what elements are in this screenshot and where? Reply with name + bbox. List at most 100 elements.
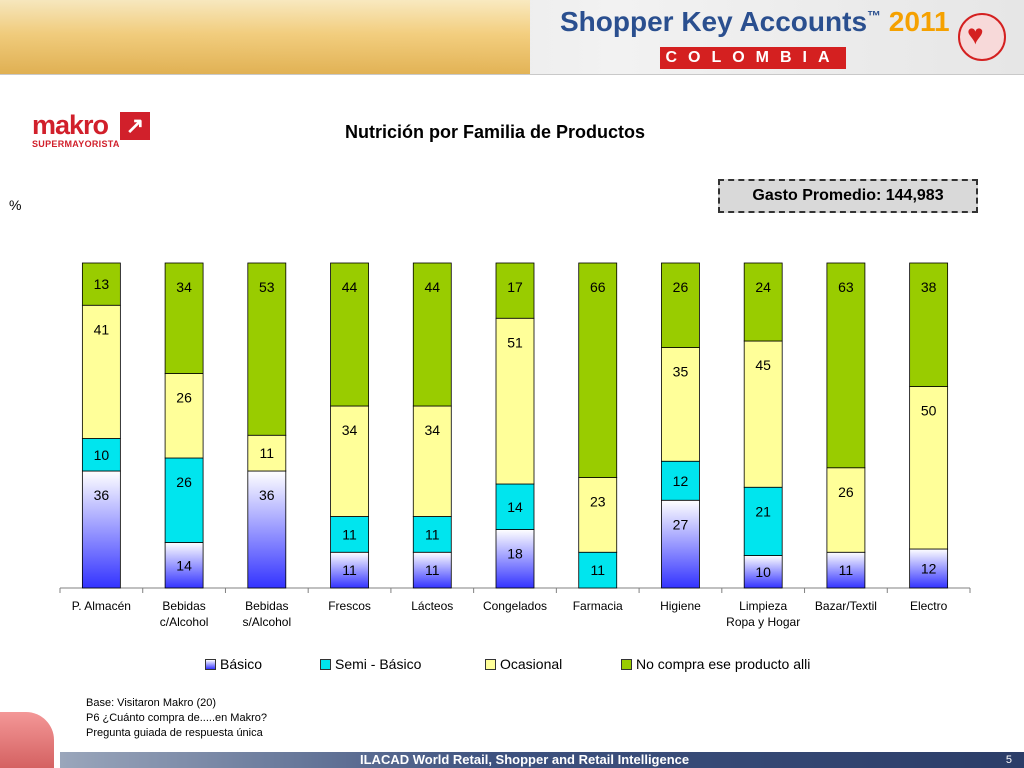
x-tick-label: Lácteos	[411, 599, 453, 613]
bar-segment-basico	[330, 551, 369, 589]
data-label-semi-basico: 12	[673, 473, 689, 489]
legend-item-ocasional: Ocasional	[485, 656, 562, 672]
data-label-semi-basico: 11	[342, 526, 357, 542]
data-label-ocasional: 23	[590, 494, 606, 510]
data-label-ocasional: 50	[921, 403, 937, 419]
bar-segment-semi-basico	[330, 516, 369, 553]
data-label-basico: 10	[755, 564, 771, 580]
footnote-base: Base: Visitaron Makro (20)	[86, 697, 217, 709]
data-label-ocasional: 26	[176, 390, 192, 406]
data-label-ocasional: 45	[755, 357, 771, 373]
data-label-ocasional: 34	[424, 422, 440, 438]
bar-segment-no-compra	[909, 262, 949, 387]
bar-segment-ocasional	[330, 405, 369, 517]
page-number: 5	[1005, 754, 1012, 766]
data-label-basico: 27	[673, 516, 689, 532]
data-label-no-compra: 17	[507, 279, 523, 295]
header-banner: Shopper Key Accounts™ 2011 COLOMBIA ♥	[0, 0, 1024, 75]
legend-item-no-compra: No compra ese producto alli	[621, 656, 810, 672]
banner-year: 2011	[888, 6, 950, 37]
bar-segment-semi-basico	[164, 457, 204, 543]
data-label-semi-basico: 26	[176, 474, 192, 490]
bar-segment-ocasional	[909, 386, 949, 550]
bar-segment-ocasional	[826, 467, 866, 553]
banner-country: COLOMBIA	[660, 47, 846, 69]
footer-bar: ILACAD World Retail, Shopper and Retail …	[60, 752, 1024, 768]
bar-segment-semi-basico	[495, 483, 535, 530]
x-tick-label: Bebidas	[162, 599, 205, 613]
bar-segment-basico	[412, 551, 452, 589]
x-tick-label: Electro	[910, 599, 948, 613]
x-tick-label: Limpieza	[739, 599, 787, 613]
chart-title: Nutrición por Familia de Productos	[344, 122, 646, 142]
x-tick-label: Ropa y Hogar	[726, 615, 800, 629]
bar-segment-ocasional	[578, 477, 618, 553]
bar-segment-no-compra	[495, 262, 535, 319]
legend-swatch-basico	[205, 658, 216, 670]
bar-segment-basico	[661, 499, 700, 589]
x-tick-label: s/Alcohol	[242, 615, 291, 629]
legend-item-basico: Básico	[205, 656, 262, 672]
makro-arrow-icon: ↗	[120, 112, 150, 140]
banner-divider	[0, 74, 1024, 75]
bar-segment-ocasional	[743, 340, 783, 488]
data-label-semi-basico: 11	[590, 562, 605, 578]
makro-logo: makro SUPERMAYORISTA ↗	[32, 112, 150, 152]
bar-segment-ocasional	[164, 373, 204, 459]
data-label-no-compra: 66	[590, 279, 606, 295]
data-label-basico: 11	[342, 562, 357, 578]
data-label-ocasional: 35	[673, 364, 689, 380]
bar-segment-semi-basico	[743, 486, 783, 556]
bar-segment-ocasional	[661, 347, 700, 462]
x-tick-label: Frescos	[328, 599, 371, 613]
bar-segment-no-compra	[247, 262, 287, 436]
bar-segment-basico	[826, 551, 866, 589]
data-label-semi-basico: 11	[425, 526, 440, 542]
bar-segment-no-compra	[826, 262, 866, 469]
legend-item-semi-basico: Semi - Básico	[320, 656, 421, 672]
x-tick-label: c/Alcohol	[160, 615, 209, 629]
bar-segment-basico	[495, 529, 535, 589]
gasto-promedio-box: Gasto Promedio: 144,983	[718, 179, 978, 213]
legend-swatch-ocasional	[485, 658, 496, 670]
data-label-semi-basico: 21	[755, 503, 771, 519]
footnote-question: P6 ¿Cuánto compra de.....en Makro?	[86, 712, 267, 724]
banner-title: Shopper Key Accounts™ 2011	[560, 6, 950, 37]
cart-logo-icon: ♥	[958, 13, 1006, 61]
data-label-semi-basico: 10	[94, 447, 110, 463]
bar-segment-no-compra	[661, 262, 700, 348]
data-label-basico: 36	[94, 487, 110, 503]
data-label-no-compra: 24	[755, 279, 771, 295]
data-label-basico: 18	[507, 546, 523, 562]
data-label-no-compra: 34	[176, 279, 192, 295]
data-label-no-compra: 13	[94, 276, 110, 292]
bar-segment-basico	[81, 470, 121, 589]
footnote-type: Pregunta guiada de respuesta única	[86, 727, 263, 739]
x-tick-label: Bebidas	[245, 599, 288, 613]
data-label-ocasional: 34	[342, 422, 358, 438]
bar-segment-no-compra	[81, 262, 121, 306]
data-label-no-compra: 44	[342, 279, 358, 295]
legend-swatch-semi-basico	[320, 658, 331, 670]
data-label-no-compra: 26	[673, 279, 689, 295]
banner-map-graphic	[0, 0, 530, 75]
bar-segment-ocasional	[495, 317, 535, 485]
footer-text: ILACAD World Retail, Shopper and Retail …	[360, 752, 690, 767]
x-tick-label: Higiene	[660, 599, 701, 613]
corner-logo	[0, 712, 54, 768]
data-label-no-compra: 44	[424, 279, 440, 295]
bar-segment-semi-basico	[81, 438, 121, 472]
data-label-basico: 12	[921, 561, 937, 577]
x-tick-label: Bazar/Textil	[815, 599, 877, 613]
data-label-no-compra: 38	[921, 279, 937, 295]
bar-segment-ocasional	[81, 304, 121, 439]
data-label-semi-basico: 14	[507, 499, 523, 515]
data-label-ocasional: 26	[838, 484, 854, 500]
data-label-no-compra: 53	[259, 279, 275, 295]
data-label-basico: 14	[176, 557, 192, 573]
bar-segment-ocasional	[247, 434, 287, 472]
bar-segment-semi-basico	[412, 516, 452, 553]
bar-segment-no-compra	[743, 262, 783, 342]
data-label-ocasional: 11	[260, 445, 275, 461]
